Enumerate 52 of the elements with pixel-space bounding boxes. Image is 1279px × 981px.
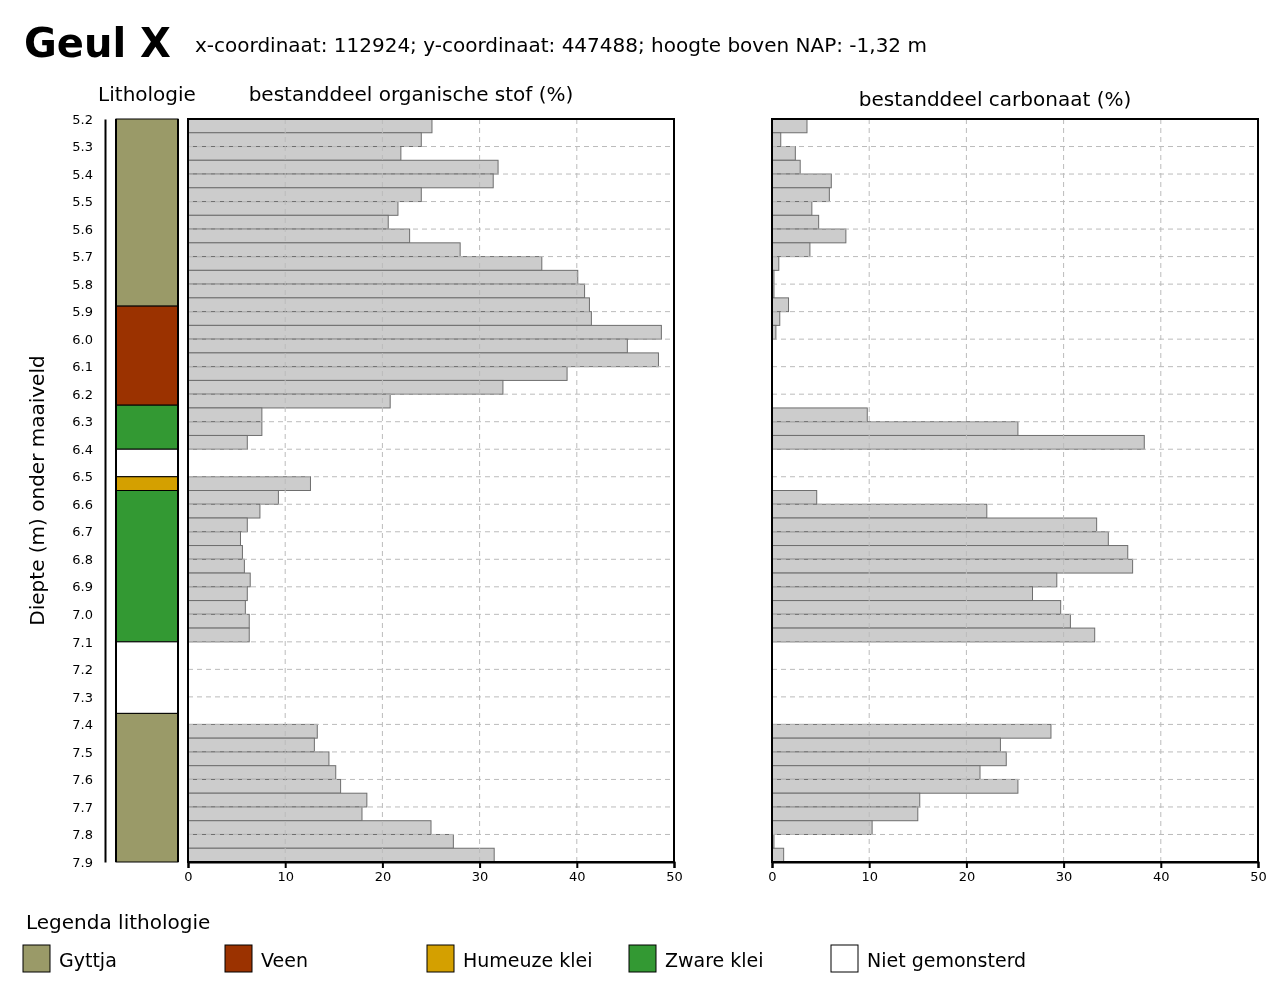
x-tick-label: 30 — [471, 869, 489, 885]
y-tick-label: 7.7 — [72, 799, 93, 815]
legend-label: Humeuze klei — [463, 949, 593, 971]
x-tick-label: 50 — [666, 869, 683, 885]
x-tick-label: 0 — [184, 869, 193, 885]
y-tick-label: 6.1 — [72, 359, 93, 375]
y-tick-label: 7.2 — [72, 662, 93, 678]
y-tick-label: 6.2 — [72, 386, 93, 402]
text: Geul X — [24, 20, 172, 66]
y-tick-label: 5.5 — [72, 194, 93, 210]
legend-label: Gyttja — [59, 949, 117, 971]
x-tick-label: 40 — [1153, 869, 1170, 885]
text: Lithologie — [98, 82, 196, 106]
y-tick-label: 5.3 — [72, 139, 93, 155]
chart-title: bestanddeel carbonaat (%) — [858, 87, 1132, 111]
y-tick-label: 7.6 — [72, 772, 93, 788]
y-tick-label: 6.3 — [72, 414, 93, 430]
y-tick-label: 7.1 — [72, 634, 93, 650]
x-tick-label: 20 — [374, 869, 392, 885]
x-tick-label: 0 — [768, 869, 777, 885]
y-axis-title: Diepte (m) onder maaiveld — [25, 355, 49, 626]
y-tick-label: 6.0 — [72, 331, 93, 347]
y-tick-label: 5.6 — [72, 221, 93, 237]
y-tick-label: 6.8 — [72, 551, 93, 567]
x-tick-label: 20 — [958, 869, 976, 885]
y-tick-label: 5.9 — [72, 304, 93, 320]
y-tick-label: 7.8 — [72, 827, 93, 843]
chart-title: bestanddeel organische stof (%) — [248, 82, 574, 106]
y-tick-label: 7.4 — [72, 717, 93, 733]
y-tick-label: 6.9 — [72, 579, 93, 595]
legend-label: Zware klei — [665, 949, 764, 971]
y-tick-label: 6.5 — [72, 469, 93, 485]
y-tick-label: 6.4 — [72, 441, 93, 457]
legend-title: Legenda lithologie — [26, 910, 211, 934]
x-tick-label: 30 — [1055, 869, 1073, 885]
y-tick-label: 6.6 — [72, 496, 93, 512]
x-tick-label: 50 — [1250, 869, 1267, 885]
y-tick-label: 7.3 — [72, 689, 93, 705]
x-tick-label: 40 — [569, 869, 586, 885]
y-tick-label: 7.5 — [72, 744, 93, 760]
x-tick-label: 10 — [861, 869, 878, 885]
y-tick-label: 5.2 — [72, 111, 93, 127]
y-tick-label: 6.7 — [72, 524, 93, 540]
y-tick-label: 5.4 — [72, 166, 93, 182]
y-tick-label: 5.8 — [72, 276, 93, 292]
legend-label: Veen — [261, 949, 308, 971]
y-tick-label: 7.9 — [72, 854, 93, 870]
y-tick-label: 5.7 — [72, 249, 93, 265]
legend-label: Niet gemonsterd — [867, 949, 1027, 971]
text: x-coordinaat: 112924; y-coordinaat: 447488; hoogte boven NAP: -1,32 m — [195, 33, 927, 57]
x-tick-label: 10 — [277, 869, 294, 885]
y-tick-label: 7.0 — [72, 606, 93, 622]
